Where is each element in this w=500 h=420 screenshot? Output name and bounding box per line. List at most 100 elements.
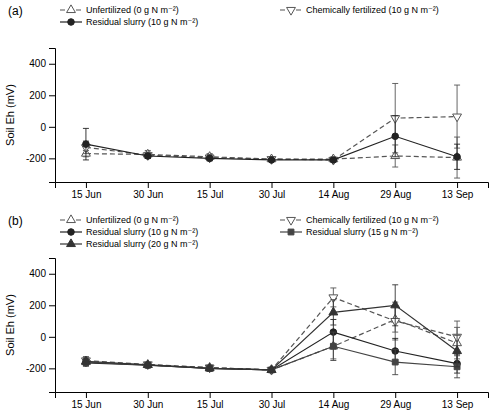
x-tick: 15 Jun: [71, 392, 101, 410]
series: [83, 116, 461, 170]
x-tick-mark: [86, 392, 87, 398]
y-axis-line: [49, 49, 56, 183]
y-tick: 0: [40, 122, 55, 133]
y-tick: -200: [26, 363, 55, 374]
legend-marker: [287, 217, 296, 225]
series: [81, 285, 461, 373]
marker: [143, 360, 152, 368]
x-tick-mark: [86, 182, 87, 188]
panel: (a)15 Jun30 Jun15 Jul30 Jul14 Aug29 Aug1…: [4, 4, 489, 200]
marker: [267, 157, 276, 165]
y-tick-mark: [49, 64, 55, 65]
x-tick-label: 13 Sep: [442, 399, 474, 410]
x-tick-mark: [457, 392, 458, 398]
x-tick: 29 Aug: [380, 182, 411, 200]
marker: [205, 155, 214, 163]
x-tick-mark: [333, 182, 334, 188]
legend-label: Chemically fertilized (10 g N m⁻²): [306, 5, 439, 15]
series-line: [86, 319, 457, 369]
marker: [330, 343, 336, 349]
error-bar: [330, 332, 336, 360]
x-tick: 30 Jun: [133, 182, 163, 200]
marker: [144, 153, 151, 160]
x-tick: 14 Aug: [318, 392, 349, 410]
x-tick-mark: [333, 392, 334, 398]
y-axis: -200 0 200 400: [26, 49, 56, 183]
legend-marker: [287, 7, 296, 15]
marker: [392, 359, 398, 365]
y-tick-mark: [49, 305, 55, 306]
marker: [453, 346, 462, 354]
marker: [83, 141, 90, 148]
legend-label: Residual slurry (10 g N m⁻²): [86, 17, 198, 27]
y-tick-label: 0: [40, 122, 46, 133]
error-bar: [454, 144, 460, 169]
x-tick-label: 30 Jun: [133, 189, 163, 200]
legend-marker: [67, 5, 76, 13]
error-bar: [207, 156, 213, 161]
x-tick-label: 30 Jul: [259, 399, 286, 410]
y-tick-label: -200: [26, 153, 46, 164]
series-line: [86, 305, 457, 370]
y-tick-label: 200: [29, 300, 46, 311]
x-tick-mark: [148, 182, 149, 188]
y-tick-label: -200: [26, 363, 46, 374]
error-bar: [392, 116, 398, 157]
x-tick-mark: [395, 182, 396, 188]
y-axis: -2000200400: [26, 259, 56, 393]
x-tick-label: 13 Sep: [442, 189, 474, 200]
y-tick: 400: [29, 58, 55, 69]
legend-marker: [68, 229, 75, 236]
legend: Unfertilized (0 g N m⁻²) Chemically ferti…: [60, 215, 439, 249]
legend-entry: Residual slurry (15 g N m⁻²): [280, 227, 418, 237]
marker: [391, 300, 400, 308]
x-tick: 15 Jun: [71, 182, 101, 200]
y-tick-mark: [49, 95, 55, 96]
marker: [206, 155, 213, 162]
x-tick-mark: [210, 392, 211, 398]
error-bar: [83, 128, 89, 160]
y-tick: 200: [29, 90, 55, 101]
x-tick-label: 29 Aug: [380, 189, 411, 200]
y-axis-title: Soil Eh (mV): [4, 84, 16, 146]
x-tick-mark: [272, 182, 273, 188]
x-tick-label: 15 Jun: [71, 399, 101, 410]
y-tick-label: 200: [29, 90, 46, 101]
legend-entry: Residual slurry (20 g N m⁻²): [60, 239, 198, 249]
y-tick-label: 0: [40, 332, 46, 343]
marker: [454, 153, 461, 160]
error-bar: [330, 158, 336, 163]
series-line: [86, 297, 457, 370]
marker: [267, 365, 276, 373]
x-tick-label: 30 Jun: [133, 399, 163, 410]
x-axis: 15 Jun30 Jun15 Jul30 Jul14 Aug29 Aug13 S…: [56, 392, 489, 410]
x-tick: 15 Jul: [197, 182, 224, 200]
legend-entry: Chemically fertilized (10 g N m⁻²): [280, 5, 439, 15]
marker: [81, 357, 90, 365]
marker: [143, 360, 152, 368]
legend-entry: Residual slurry (10 g N m⁻²): [60, 17, 198, 27]
y-axis-title: Soil Eh (mV): [4, 294, 16, 356]
y-tick: -200: [26, 153, 55, 164]
x-tick: 13 Sep: [442, 182, 474, 200]
x-axis: 15 Jun30 Jun15 Jul30 Jul14 Aug29 Aug13 S…: [56, 182, 489, 200]
legend-marker: [67, 215, 76, 223]
legend-entry: Unfertilized (0 g N m⁻²): [60, 215, 179, 225]
x-tick: 30 Jul: [259, 392, 286, 410]
error-bar: [145, 154, 151, 159]
x-tick: 30 Jul: [259, 182, 286, 200]
series-line: [86, 117, 457, 160]
legend-entry: Chemically fertilized (10 g N m⁻²): [280, 215, 439, 225]
series: [81, 307, 461, 373]
panel-title: (b): [8, 214, 23, 228]
series: [81, 137, 461, 178]
chart: (a)15 Jun30 Jun15 Jul30 Jul14 Aug29 Aug1…: [0, 0, 500, 420]
y-tick-mark: [49, 368, 55, 369]
y-tick-mark: [49, 274, 55, 275]
x-tick-mark: [457, 182, 458, 188]
y-tick: 0: [40, 332, 55, 343]
error-bar: [207, 154, 213, 160]
marker: [392, 133, 399, 140]
legend-entry: Unfertilized (0 g N m⁻²): [60, 5, 179, 15]
x-tick-mark: [148, 392, 149, 398]
